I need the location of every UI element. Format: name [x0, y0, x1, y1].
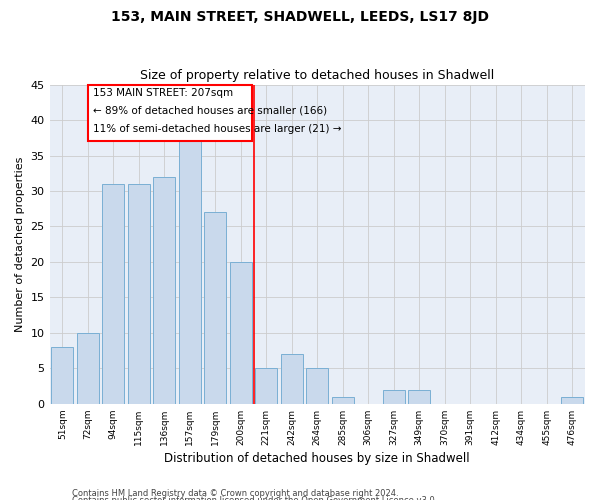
Text: 11% of semi-detached houses are larger (21) →: 11% of semi-detached houses are larger (… [93, 124, 341, 134]
Bar [128, 184, 149, 404]
Y-axis label: Number of detached properties: Number of detached properties [15, 156, 25, 332]
Title: Size of property relative to detached houses in Shadwell: Size of property relative to detached ho… [140, 69, 494, 82]
Bar [230, 262, 251, 404]
Bar [383, 390, 404, 404]
Bar [154, 177, 175, 404]
Text: 153 MAIN STREET: 207sqm: 153 MAIN STREET: 207sqm [93, 88, 233, 98]
Bar [205, 212, 226, 404]
Bar [307, 368, 328, 404]
Bar [281, 354, 302, 404]
Text: ← 89% of detached houses are smaller (166): ← 89% of detached houses are smaller (16… [93, 106, 327, 116]
Text: 153, MAIN STREET, SHADWELL, LEEDS, LS17 8JD: 153, MAIN STREET, SHADWELL, LEEDS, LS17 … [111, 10, 489, 24]
Bar [179, 142, 200, 404]
Text: Contains HM Land Registry data © Crown copyright and database right 2024.: Contains HM Land Registry data © Crown c… [72, 488, 398, 498]
Bar [52, 347, 73, 404]
X-axis label: Distribution of detached houses by size in Shadwell: Distribution of detached houses by size … [164, 452, 470, 465]
Bar [332, 396, 353, 404]
Bar [562, 396, 583, 404]
Bar [103, 184, 124, 404]
Bar [409, 390, 430, 404]
Bar [256, 368, 277, 404]
Text: Contains public sector information licensed under the Open Government Licence v3: Contains public sector information licen… [72, 496, 437, 500]
FancyBboxPatch shape [88, 84, 252, 141]
Bar [77, 333, 98, 404]
